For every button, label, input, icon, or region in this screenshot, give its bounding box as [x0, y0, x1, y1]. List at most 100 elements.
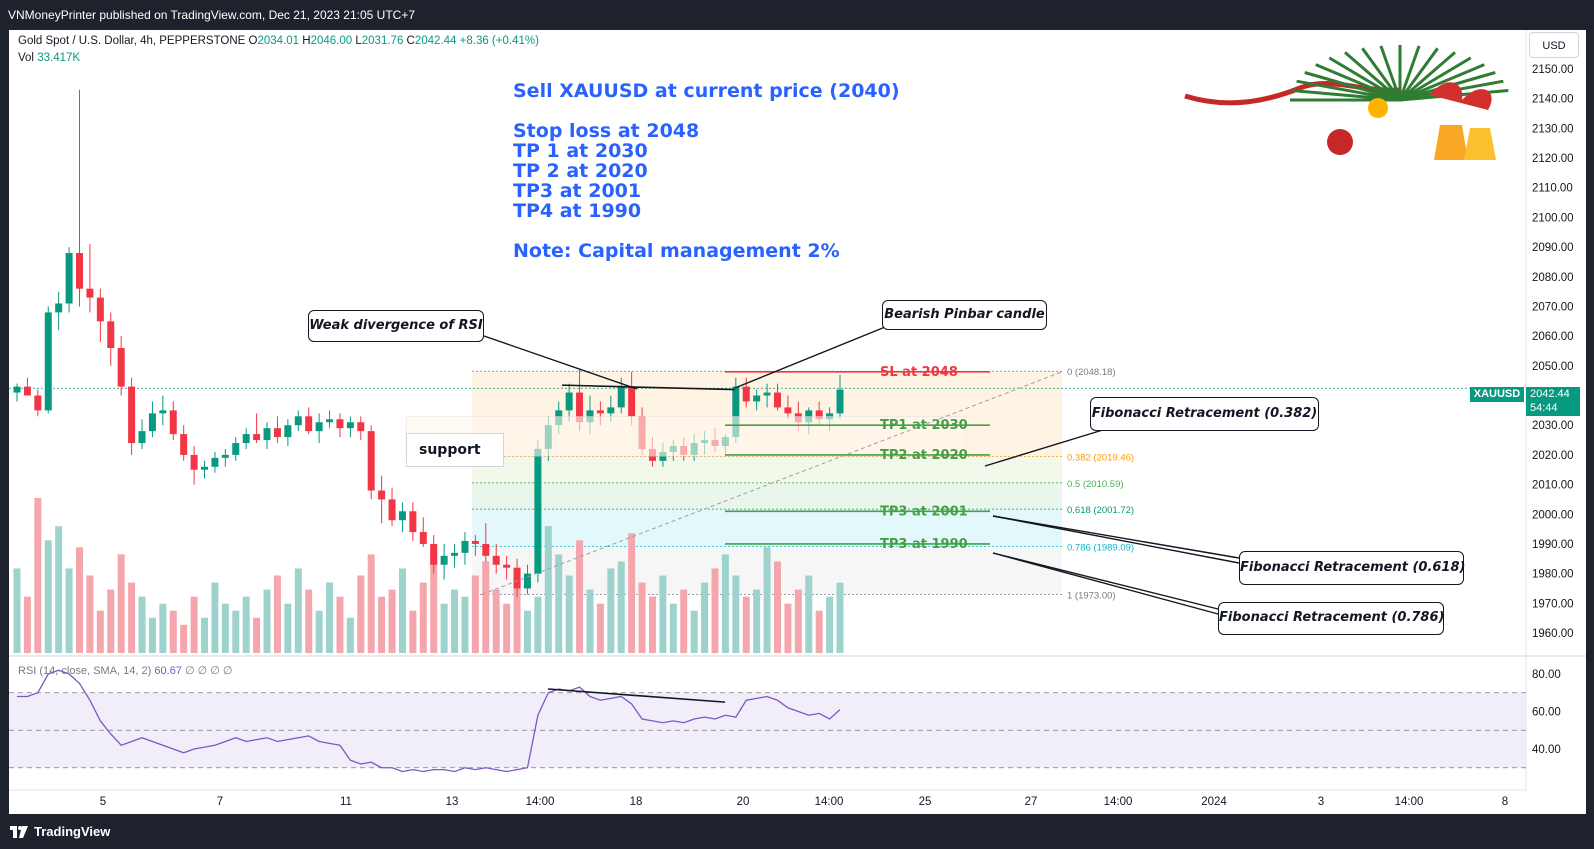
volume-bar: [732, 575, 740, 653]
candle-body: [96, 297, 104, 322]
note-line-tp4: TP4 at 1990: [513, 200, 642, 222]
volume-bar: [419, 582, 427, 653]
candle-body: [576, 392, 584, 423]
volume-bar: [784, 603, 792, 653]
callout-fib618-pointer-2: [992, 515, 1240, 564]
volume-bar: [357, 575, 365, 653]
price-axis-tick: 2130.00: [1532, 123, 1574, 135]
volume-bar: [159, 603, 167, 653]
fib-label-f1: 1 (1973.00): [1067, 590, 1116, 601]
price-axis-tick: 2150.00: [1532, 64, 1574, 76]
candle-body: [628, 386, 636, 417]
candle-body: [284, 425, 292, 438]
close-label: C: [406, 35, 415, 47]
candle-body: [773, 392, 781, 408]
pine-branch-icon: [1315, 63, 1401, 102]
volume-bar: [336, 596, 344, 653]
volume-bar: [253, 617, 261, 653]
price-axis-tick: 1970.00: [1532, 598, 1574, 610]
sl-level-label: SL at 2048: [880, 365, 958, 380]
volume-bar: [576, 540, 584, 653]
volume-value: 33.417K: [37, 52, 81, 64]
pine-branch-icon: [1399, 63, 1485, 102]
tp3-level-label: TP3 at 2001: [880, 504, 968, 519]
candle-body: [148, 413, 156, 432]
volume-bar: [565, 575, 573, 653]
support-label: support: [406, 433, 504, 467]
volume-bar: [232, 610, 240, 653]
candle-body: [492, 555, 500, 565]
currency-button[interactable]: USD: [1529, 32, 1579, 58]
candle-body: [732, 386, 740, 438]
candle-body: [273, 428, 281, 438]
candle-body: [180, 434, 188, 455]
volume-bar: [55, 526, 63, 653]
volume-bar: [430, 547, 438, 653]
volume-bar: [471, 575, 479, 653]
time-axis-tick: 7: [217, 796, 223, 808]
time-axis-tick: 20: [737, 796, 750, 808]
callout-fib-0382: Fibonacci Retracement (0.382): [1090, 397, 1319, 431]
fib-trendline: [481, 371, 1063, 595]
candle-body: [336, 419, 344, 429]
publisher-line: VNMoneyPrinter published on TradingView.…: [8, 8, 416, 22]
volume-bar: [680, 589, 688, 653]
volume-bar: [76, 547, 84, 653]
ornament-star-icon: [1368, 98, 1388, 118]
volume-bar: [169, 610, 177, 653]
candle-body: [513, 567, 521, 589]
time-axis-tick: 3: [1318, 796, 1324, 808]
time-axis-tick: 18: [630, 796, 643, 808]
pine-branch-icon: [1291, 88, 1401, 102]
volume-bar: [461, 596, 469, 653]
volume-bar: [86, 575, 94, 653]
candle-body: [398, 511, 406, 521]
volume-bar: [398, 568, 406, 653]
change-value: +8.36 (+0.41%): [459, 35, 539, 47]
pine-branch-icon: [1399, 56, 1472, 102]
time-axis-tick: 14:00: [815, 796, 844, 808]
candle-body: [326, 419, 334, 423]
price-axis-tick: 2100.00: [1532, 212, 1574, 224]
fib-label-f618: 0.618 (2001.72): [1067, 505, 1134, 516]
volume-bar: [305, 589, 313, 653]
time-axis-tick: 13: [446, 796, 459, 808]
rsi-axis-tick: 40.00: [1532, 744, 1561, 756]
volume-bar: [326, 582, 334, 653]
volume-bar: [794, 589, 802, 653]
tradingview-logo[interactable]: TradingView: [10, 824, 110, 839]
candle-body: [534, 448, 542, 574]
volume-bar: [96, 610, 104, 653]
fib-label-f786: 0.786 (1989.09): [1067, 543, 1134, 554]
volume-bar: [451, 589, 459, 653]
pine-branch-icon: [1399, 51, 1456, 102]
volume-bar: [544, 526, 552, 653]
fib-label-f0: 0 (2048.18): [1067, 367, 1116, 378]
candle-body: [65, 253, 73, 304]
volume-bar: [523, 610, 531, 653]
footer-brand: TradingView: [34, 824, 111, 839]
high-label: H: [302, 35, 311, 47]
note-line-sell: Sell XAUUSD at current price (2040): [513, 80, 900, 102]
bow-icon: [1430, 82, 1492, 110]
volume-bar: [763, 547, 771, 653]
volume-bar: [284, 603, 292, 653]
note-line-capital: Note: Capital management 2%: [513, 240, 840, 262]
volume-bar: [315, 610, 323, 653]
volume-bar: [555, 554, 563, 653]
fib-zone-1: [472, 456, 1062, 483]
time-axis-tick: 2024: [1201, 796, 1227, 808]
volume-bar: [273, 575, 281, 653]
instrument-name: Gold Spot / U.S. Dollar, 4h, PEPPERSTONE: [18, 35, 246, 47]
callout-pinbar-pointer: [734, 324, 891, 389]
open-label: O: [248, 35, 258, 47]
price-divergence-line: [561, 384, 736, 391]
note-line-tp2: TP 2 at 2020: [513, 160, 648, 182]
volume-bar: [128, 582, 136, 653]
volume-bar: [138, 596, 146, 653]
pine-branch-icon: [1328, 56, 1401, 102]
volume-bar: [346, 617, 354, 653]
instrument-header: Gold Spot / U.S. Dollar, 4h, PEPPERSTONE…: [18, 35, 539, 47]
callout-fib786-pointer-2: [992, 552, 1219, 615]
